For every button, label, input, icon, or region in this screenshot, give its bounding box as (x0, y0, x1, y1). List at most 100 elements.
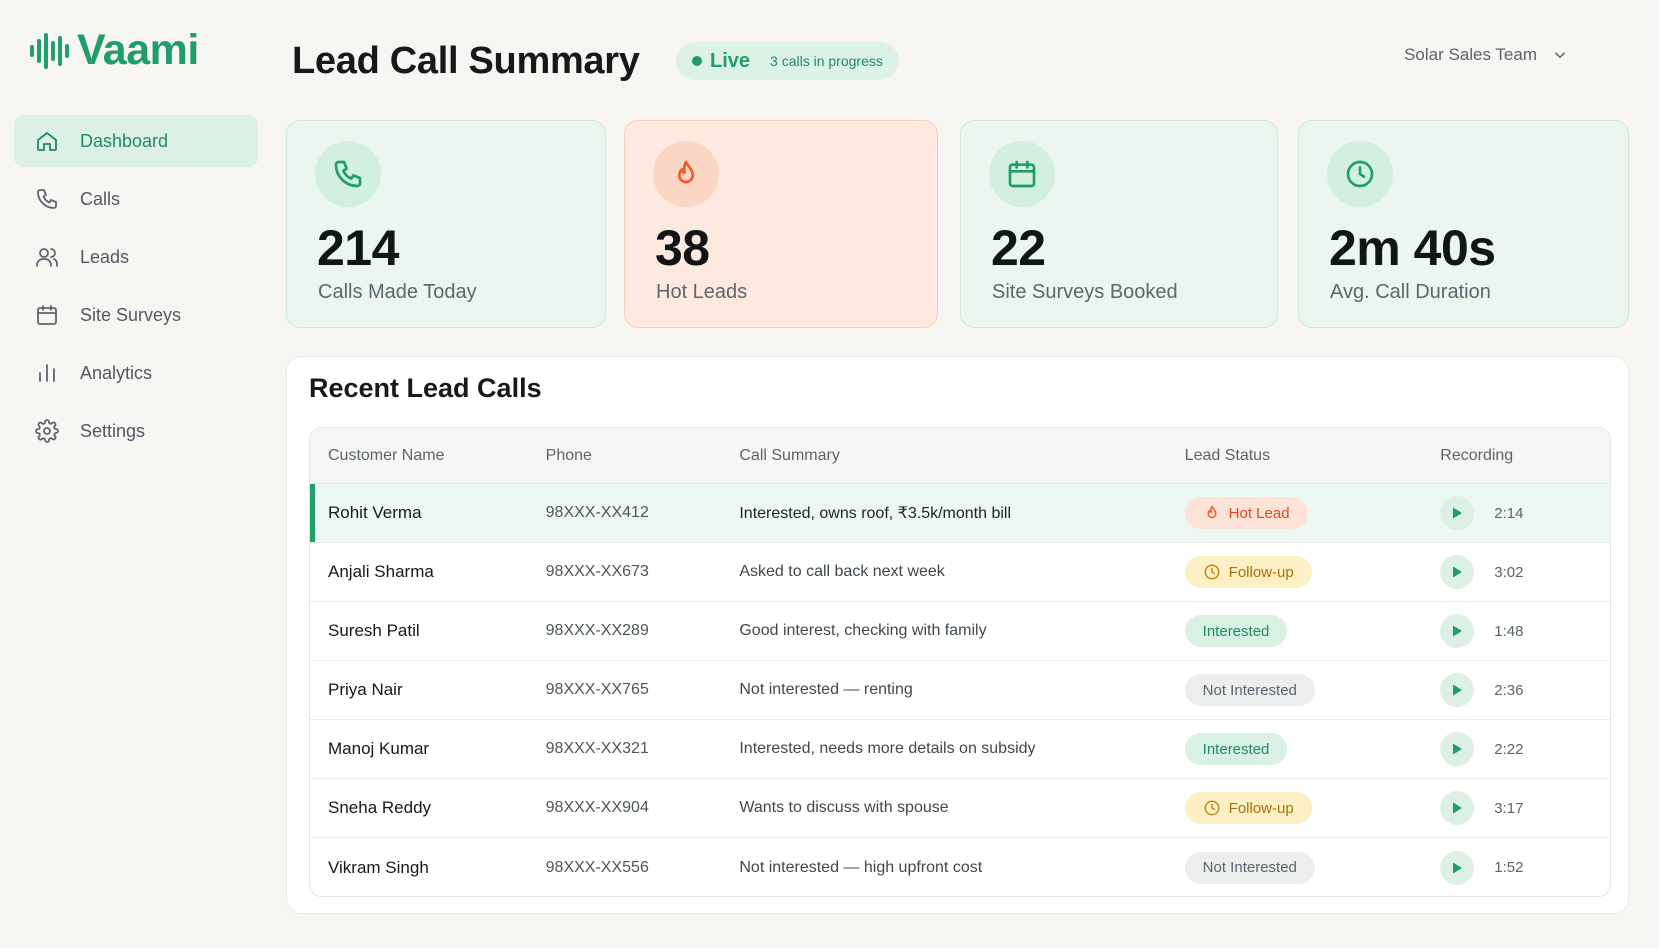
sidebar-item-analytics[interactable]: Analytics (14, 347, 258, 399)
flame-icon (1207, 505, 1217, 519)
phone-number: 98XXX-XX412 (545, 504, 649, 521)
clock-icon (1204, 564, 1220, 580)
stat-card-avg-duration: 2m 40s Avg. Call Duration (1298, 120, 1629, 328)
customer-name: Priya Nair (328, 680, 403, 699)
chevron-down-icon (1554, 52, 1566, 59)
recent-calls-table: Customer Name Phone Call Summary Lead St… (309, 427, 1611, 897)
team-dropdown[interactable]: Solar Sales Team (1404, 45, 1569, 65)
stat-label: Site Surveys Booked (992, 281, 1178, 303)
play-recording-button[interactable] (1440, 732, 1475, 766)
stat-label: Avg. Call Duration (1330, 281, 1491, 303)
column-header-summary[interactable]: Call Summary (739, 446, 840, 464)
stat-value: 2m 40s (1329, 220, 1496, 276)
clock-icon (1327, 141, 1393, 207)
status-badge: Follow-up (1184, 792, 1312, 824)
status-badge: Not Interested (1184, 674, 1315, 706)
team-dropdown-label: Solar Sales Team (1404, 45, 1537, 64)
call-summary: Interested, needs more details on subsid… (739, 740, 1036, 757)
sidebar-item-label: Leads (80, 246, 130, 267)
customer-name: Anjali Sharma (328, 562, 434, 581)
stat-value: 22 (991, 220, 1046, 276)
app-name: Vaami (77, 26, 199, 74)
recent-calls-panel: Recent Lead Calls Customer Name Phone Ca… (286, 356, 1629, 914)
waveform-icon (30, 31, 69, 71)
status-badge: Not Interested (1184, 851, 1315, 884)
sidebar-item-leads[interactable]: Leads (14, 231, 258, 283)
app-logo[interactable]: Vaami (30, 26, 199, 75)
stat-card-hot-leads: 38 Hot Leads (624, 120, 938, 328)
play-recording-button[interactable] (1440, 791, 1475, 825)
sidebar-item-dashboard[interactable]: Dashboard (14, 115, 258, 167)
status-label: Follow-up (1228, 563, 1294, 581)
recording-duration: 1:48 (1494, 622, 1524, 640)
users-icon (34, 244, 60, 270)
table-header: Customer Name Phone Call Summary Lead St… (310, 428, 1610, 484)
phone-number: 98XXX-XX765 (545, 681, 649, 698)
stat-label: Hot Leads (656, 281, 748, 303)
clock-icon (1204, 800, 1220, 816)
panel-title: Recent Lead Calls (309, 373, 542, 403)
stat-card-calls: 214 Calls Made Today (286, 120, 606, 328)
play-icon (1453, 507, 1463, 519)
status-badge: Follow-up (1184, 556, 1312, 588)
sidebar-item-site-surveys[interactable]: Site Surveys (14, 289, 258, 341)
call-summary: Interested, owns roof, ₹3.5k/month bill (739, 505, 1012, 522)
table-row[interactable]: Anjali Sharma 98XXX-XX673 Asked to call … (310, 543, 1610, 602)
status-label: Not Interested (1202, 681, 1297, 699)
column-header-status[interactable]: Lead Status (1184, 446, 1271, 464)
live-dot-icon (692, 56, 702, 66)
play-icon (1453, 566, 1463, 578)
play-recording-button[interactable] (1440, 850, 1475, 885)
table-row[interactable]: Sneha Reddy 98XXX-XX904 Wants to discuss… (310, 779, 1610, 838)
live-label: Live (710, 49, 751, 72)
recording-duration: 2:36 (1494, 681, 1524, 699)
play-recording-button[interactable] (1440, 614, 1475, 648)
table-row[interactable]: Manoj Kumar 98XXX-XX321 Interested, need… (310, 720, 1610, 779)
sidebar-item-settings[interactable]: Settings (14, 405, 258, 457)
recording-duration: 3:17 (1494, 799, 1524, 817)
call-summary: Good interest, checking with family (739, 622, 987, 639)
status-label: Hot Lead (1228, 504, 1290, 522)
stat-card-site-surveys: 22 Site Surveys Booked (960, 120, 1278, 328)
status-label: Not Interested (1202, 859, 1297, 876)
recording-duration: 1:52 (1494, 859, 1524, 876)
call-summary: Wants to discuss with spouse (739, 799, 949, 816)
customer-name: Rohit Verma (328, 503, 422, 522)
sidebar-item-label: Site Surveys (80, 304, 182, 325)
sidebar: Vaami Dashboard Calls Leads Site Surveys (0, 0, 270, 948)
table-row[interactable]: Vikram Singh 98XXX-XX556 Not interested … (310, 838, 1610, 896)
call-summary: Asked to call back next week (739, 563, 945, 580)
stat-value: 38 (655, 220, 710, 276)
phone-number: 98XXX-XX904 (545, 799, 649, 816)
table-row[interactable]: Rohit Verma 98XXX-XX412 Interested, owns… (310, 484, 1610, 543)
live-calls-count: 3 calls in progress (770, 53, 883, 69)
column-header-recording[interactable]: Recording (1440, 446, 1514, 464)
phone-number: 98XXX-XX289 (545, 622, 649, 639)
play-recording-button[interactable] (1440, 496, 1475, 530)
flame-icon (653, 141, 719, 207)
play-recording-button[interactable] (1440, 555, 1475, 589)
call-summary: Not interested — renting (739, 681, 913, 698)
play-icon (1453, 625, 1463, 637)
customer-name: Manoj Kumar (328, 739, 430, 758)
table-row[interactable]: Priya Nair 98XXX-XX765 Not interested — … (310, 661, 1610, 720)
column-header-phone[interactable]: Phone (545, 446, 592, 464)
sidebar-item-label: Settings (80, 420, 146, 441)
customer-name: Suresh Patil (328, 621, 420, 640)
calendar-icon (34, 302, 60, 328)
sidebar-item-calls[interactable]: Calls (14, 173, 258, 225)
home-icon (34, 128, 60, 154)
phone-icon (34, 186, 60, 212)
gear-icon (34, 418, 60, 444)
customer-name: Sneha Reddy (328, 798, 432, 817)
column-header-customer[interactable]: Customer Name (328, 446, 445, 464)
calendar-icon (989, 141, 1055, 207)
status-badge: Hot Lead (1184, 497, 1308, 529)
table-row[interactable]: Suresh Patil 98XXX-XX289 Good interest, … (310, 602, 1610, 661)
play-recording-button[interactable] (1440, 673, 1475, 707)
play-icon (1453, 743, 1463, 755)
bar-chart-icon (34, 360, 60, 386)
phone-number: 98XXX-XX556 (545, 858, 649, 876)
page-title: Lead Call Summary (292, 40, 640, 82)
sidebar-nav: Dashboard Calls Leads Site Surveys Analy… (14, 115, 258, 463)
